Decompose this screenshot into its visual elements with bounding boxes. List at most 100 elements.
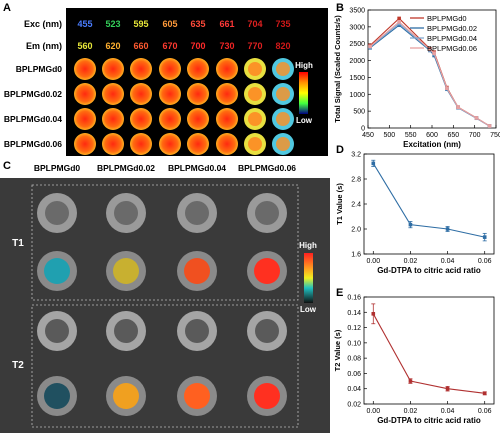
column-label: BPLPMGd0 bbox=[34, 163, 81, 173]
t2-color-signal bbox=[44, 383, 70, 409]
fluorescence-spot bbox=[130, 133, 152, 155]
fluorescence-spot bbox=[130, 58, 152, 80]
t1-gray-well-core bbox=[185, 201, 209, 225]
legend-label: BPLPMGd0.06 bbox=[427, 44, 477, 53]
fluorescence-spot-core bbox=[276, 137, 290, 151]
t2-color-signal bbox=[254, 383, 280, 409]
fluorescence-spot bbox=[159, 58, 181, 80]
data-point bbox=[368, 44, 372, 49]
panel-label-c: C bbox=[3, 160, 11, 172]
column-label: BPLPMGd0.06 bbox=[238, 163, 296, 173]
y-tick-label: 0.04 bbox=[347, 386, 361, 393]
y-tick-label: 3500 bbox=[349, 8, 365, 15]
fluorescence-spot bbox=[216, 108, 238, 130]
fluorescence-spot bbox=[74, 83, 96, 105]
data-point bbox=[482, 235, 487, 239]
panel-b-chart: 450 500 550 600 650 700 750 0 500 1000 1500 2000 250… bbox=[333, 8, 500, 150]
exc-axis-label: Exc (nm) bbox=[24, 19, 62, 29]
data-point bbox=[397, 20, 401, 24]
data-point bbox=[445, 86, 449, 91]
x-tick-label: 0.04 bbox=[441, 408, 455, 415]
x-tick-label: 500 bbox=[383, 132, 395, 139]
data-point bbox=[456, 105, 460, 110]
data-point bbox=[432, 51, 436, 55]
y-tick-label: 1000 bbox=[349, 92, 365, 99]
fluorescence-spot-core bbox=[248, 112, 262, 126]
t1-color-signal bbox=[254, 258, 280, 284]
y-tick-label: 0 bbox=[361, 126, 365, 133]
fluorescence-spot bbox=[216, 83, 238, 105]
fluorescence-spot bbox=[187, 108, 209, 130]
y-tick-label: 0.08 bbox=[347, 356, 361, 363]
fluorescence-spot bbox=[102, 133, 124, 155]
ivis-background bbox=[66, 8, 328, 156]
legend-label: BPLPMGd0.04 bbox=[427, 34, 477, 43]
t1-color-signal bbox=[44, 258, 70, 284]
y-tick-label: 0.06 bbox=[347, 371, 361, 378]
fluorescence-spot-core bbox=[276, 87, 290, 101]
x-tick-label: 0.06 bbox=[478, 408, 492, 415]
y-axis-label: Total Signal (Scaled Counts/s) bbox=[333, 15, 342, 123]
y-tick-label: 0.02 bbox=[347, 402, 361, 409]
series-line bbox=[369, 21, 490, 127]
t2-gray-well-core bbox=[45, 319, 69, 343]
sample-row-label: BPLPMGd0.02 bbox=[4, 89, 62, 99]
y-tick-label: 1500 bbox=[349, 75, 365, 82]
em-value: 700 bbox=[190, 41, 205, 51]
exc-value: 523 bbox=[105, 19, 120, 29]
t1-gray-well-core bbox=[255, 201, 279, 225]
em-value: 620 bbox=[105, 41, 120, 51]
t2-color-signal bbox=[113, 383, 139, 409]
sample-row-label: BPLPMGd0.04 bbox=[4, 114, 62, 124]
x-tick-label: 700 bbox=[469, 132, 481, 139]
fluorescence-spot bbox=[159, 83, 181, 105]
data-point bbox=[482, 391, 487, 396]
t2-color-signal bbox=[184, 383, 210, 409]
exc-value: 595 bbox=[133, 19, 148, 29]
em-value: 770 bbox=[247, 41, 262, 51]
fluorescence-spot bbox=[74, 58, 96, 80]
x-tick-label: 450 bbox=[362, 132, 374, 139]
data-point bbox=[408, 222, 413, 227]
t1-gray-well-core bbox=[45, 201, 69, 225]
colorbar-high: High bbox=[299, 241, 317, 250]
x-tick-label: 0.02 bbox=[404, 258, 418, 265]
column-label: BPLPMGd0.04 bbox=[168, 163, 226, 173]
colorbar bbox=[304, 253, 313, 303]
legend-label: BPLPMGd0.02 bbox=[427, 24, 477, 33]
y-tick-label: 0.12 bbox=[347, 325, 361, 332]
fluorescence-spot-core bbox=[248, 137, 262, 151]
x-tick-label: 0.00 bbox=[366, 258, 380, 265]
x-axis-label: Gd-DTPA to citric acid ratio bbox=[377, 416, 481, 425]
fluorescence-spot bbox=[102, 58, 124, 80]
data-point bbox=[408, 379, 413, 383]
data-point bbox=[487, 124, 492, 128]
x-tick-label: 0.06 bbox=[478, 258, 492, 265]
exc-value: 635 bbox=[190, 19, 205, 29]
fluorescence-spot-core bbox=[276, 62, 290, 76]
em-axis-label: Em (nm) bbox=[26, 41, 62, 51]
y-tick-label: 3000 bbox=[349, 24, 365, 31]
series-line bbox=[372, 313, 485, 394]
t1-box bbox=[31, 184, 299, 301]
data-point bbox=[445, 386, 450, 391]
fluorescence-spot bbox=[130, 83, 152, 105]
y-tick-label: 0.16 bbox=[347, 295, 361, 302]
fluorescence-spot-core bbox=[248, 62, 262, 76]
fluorescence-spot bbox=[130, 108, 152, 130]
exc-value: 455 bbox=[77, 19, 92, 29]
fluorescence-spot bbox=[74, 133, 96, 155]
data-point bbox=[474, 116, 479, 120]
legend-label: BPLPMGd0 bbox=[427, 14, 467, 23]
t2-gray-well-core bbox=[255, 319, 279, 343]
fluorescence-spot bbox=[187, 83, 209, 105]
data-point bbox=[445, 227, 450, 231]
x-tick-label: 600 bbox=[426, 132, 438, 139]
em-value: 560 bbox=[77, 41, 92, 51]
series-line bbox=[372, 163, 485, 238]
panel-label-d: D bbox=[336, 144, 344, 156]
em-value: 670 bbox=[162, 41, 177, 51]
fluorescence-spot bbox=[102, 108, 124, 130]
fluorescence-spot bbox=[74, 108, 96, 130]
x-tick-label: 550 bbox=[405, 132, 417, 139]
